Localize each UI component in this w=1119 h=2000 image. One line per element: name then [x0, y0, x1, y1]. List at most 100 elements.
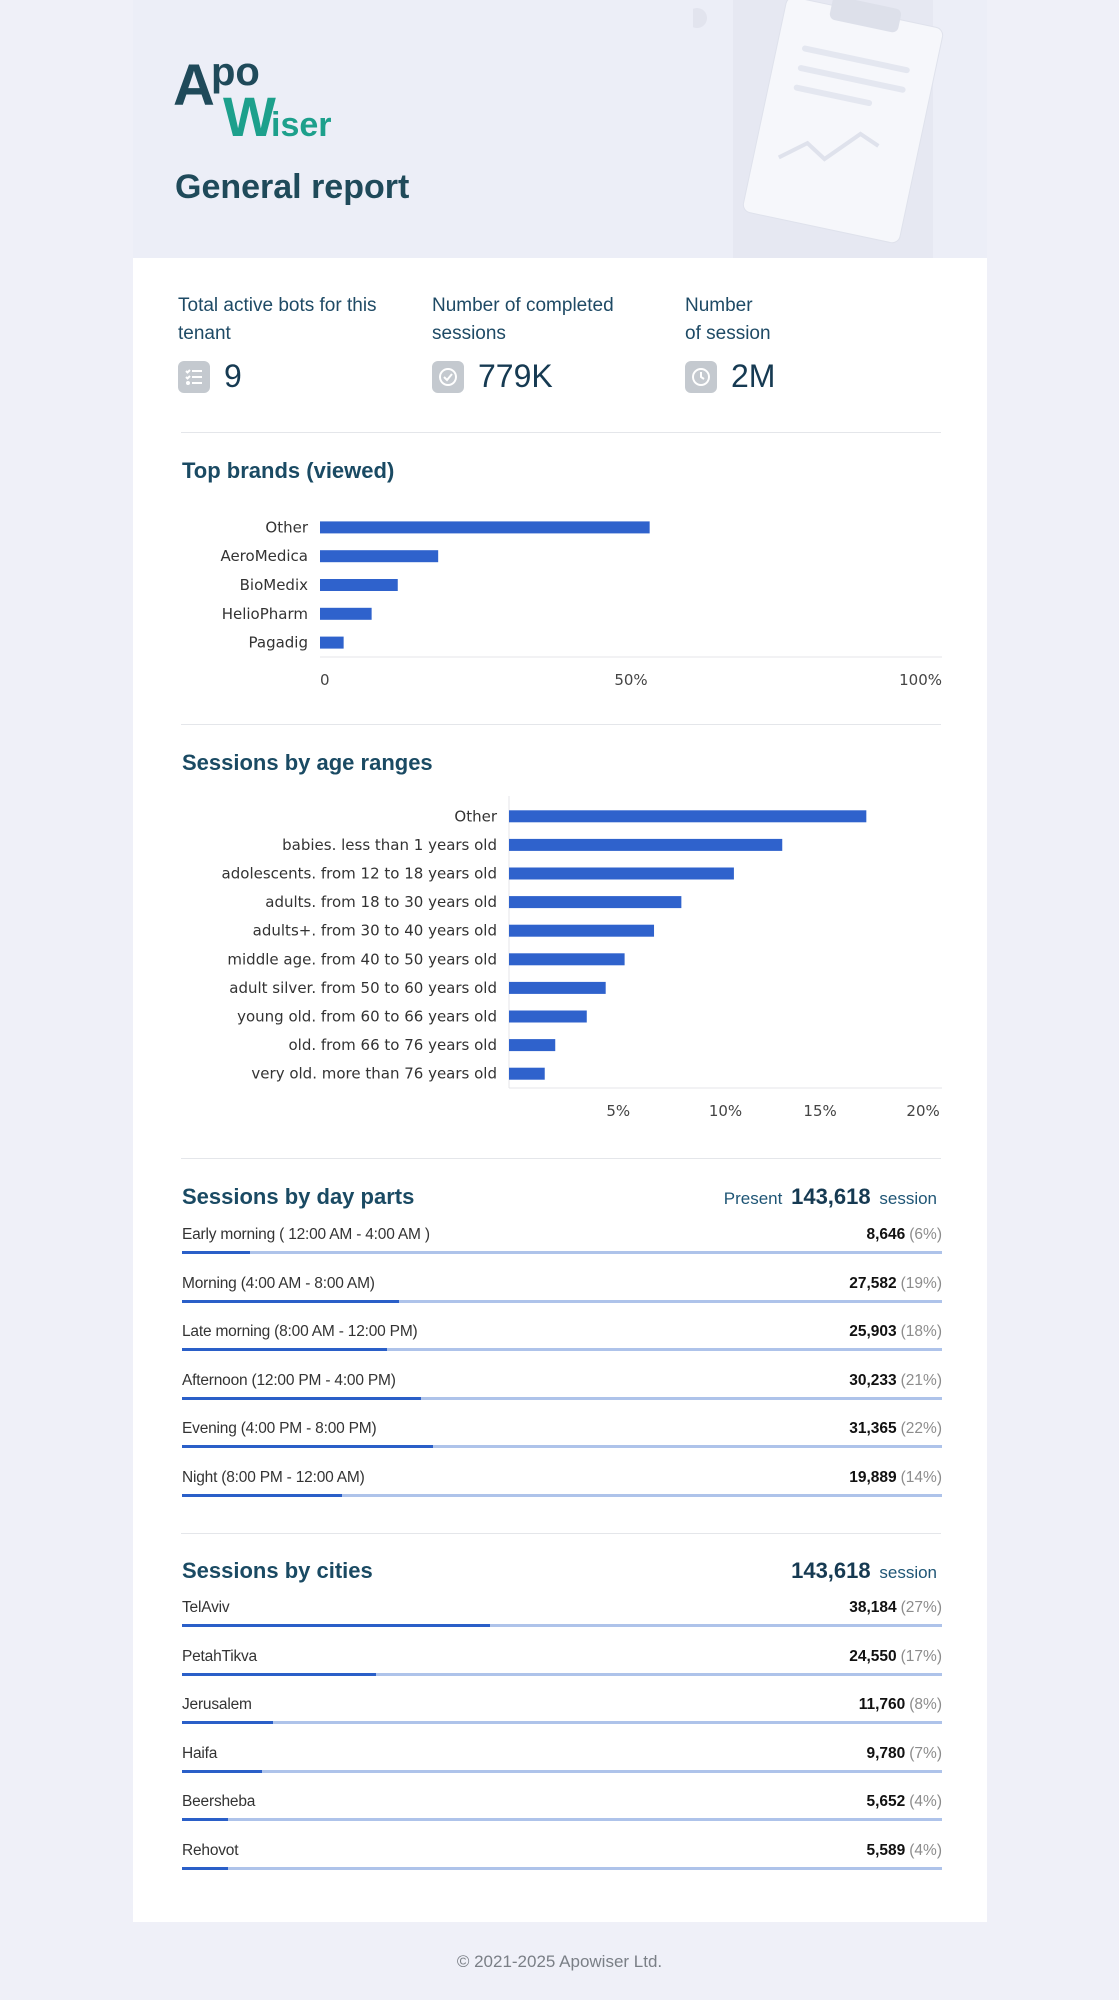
progress-fill	[182, 1299, 399, 1303]
progress-fill	[182, 1818, 228, 1821]
list-icon	[178, 360, 210, 393]
progress-track	[182, 1769, 942, 1773]
report-card: Total active bots for this tenant 9 Numb…	[133, 258, 987, 1922]
progress-track	[182, 1493, 942, 1497]
progress-track	[182, 1624, 942, 1627]
present-label: Present	[723, 1189, 783, 1208]
bar	[509, 810, 867, 823]
row-percent: (7%)	[909, 1744, 942, 1762]
kpi-number-of-session: Number of session 2M	[685, 292, 915, 395]
row-percent: (14%)	[900, 1468, 942, 1486]
row-percent: (8%)	[909, 1696, 942, 1713]
category-label: adult silver. from 50 to 60 years old	[229, 979, 497, 997]
bar	[509, 896, 682, 909]
tick-label: 0	[320, 671, 330, 689]
day-parts-list: Early morning ( 12:00 AM - 4:00 AM ) 8,64…	[182, 1220, 942, 1511]
row-label: Late morning (8:00 AM - 12:00 PM)	[182, 1323, 418, 1340]
row-value: 30,233 (21%)	[849, 1372, 942, 1390]
divider	[181, 724, 941, 725]
category-label: old. from 66 to 76 years old	[288, 1036, 497, 1054]
row-count: 25,903	[849, 1323, 897, 1340]
bar	[509, 1010, 587, 1023]
row-percent: (6%)	[909, 1226, 942, 1243]
list-item: Night (8:00 PM - 12:00 AM) 19,889 (14%)	[182, 1463, 942, 1512]
category-label: adults+. from 30 to 40 years old	[253, 922, 497, 940]
row-percent: (21%)	[900, 1371, 942, 1389]
progress-track	[182, 1299, 942, 1303]
progress-track	[182, 1721, 942, 1724]
kpi-active-bots: Total active bots for this tenant 9	[178, 292, 408, 395]
kpi-label-line: Number of completed	[432, 295, 614, 316]
progress-fill	[182, 1445, 433, 1448]
divider	[181, 432, 941, 433]
bar	[509, 867, 734, 880]
row-label: Morning (4:00 AM - 8:00 AM)	[182, 1274, 375, 1292]
bar	[509, 953, 625, 966]
category-label: adolescents. from 12 to 18 years old	[222, 865, 497, 883]
top-brands-chart: Other AeroMedica BioMedix HelioPharm Pagadig…	[173, 498, 943, 703]
row-count: 11,760	[858, 1696, 906, 1713]
row-label: Afternoon (12:00 PM - 4:00 PM)	[182, 1371, 396, 1389]
row-label: PetahTikva	[182, 1647, 257, 1665]
row-percent: (4%)	[909, 1841, 942, 1859]
age-ranges-chart: Other babies. less than 1 years old adoles…	[173, 788, 943, 1133]
category-label: young old. from 60 to 66 years old	[237, 1008, 497, 1026]
tick-label: 15%	[803, 1102, 836, 1120]
row-label: Haifa	[182, 1744, 218, 1762]
row-percent: (17%)	[900, 1647, 942, 1665]
day-parts-present: Present 143,618 session	[724, 1184, 937, 1210]
list-item: Jerusalem 11,760 (8%)	[182, 1690, 942, 1739]
row-label: TelAviv	[182, 1599, 230, 1616]
progress-track	[182, 1672, 942, 1676]
progress-fill	[182, 1721, 274, 1724]
kpi-value: 2M	[731, 358, 776, 394]
top-brands-title: Top brands (viewed)	[182, 458, 395, 483]
category-label: Pagadig	[249, 634, 309, 652]
age-ranges-title: Sessions by age ranges	[182, 750, 433, 775]
progress-fill	[182, 1251, 251, 1254]
progress-fill	[182, 1493, 342, 1497]
row-percent: (19%)	[900, 1274, 942, 1292]
row-count: 38,184	[849, 1599, 897, 1616]
bar	[320, 550, 439, 563]
row-label: Beersheba	[182, 1793, 256, 1810]
category-label: Other	[265, 518, 308, 536]
row-count: 24,550	[849, 1647, 897, 1665]
row-value: 5,652 (4%)	[866, 1793, 942, 1811]
list-item: Evening (4:00 PM - 8:00 PM) 31,365 (22%)	[182, 1414, 942, 1463]
kpi-row: Total active bots for this tenant 9 Numb…	[178, 292, 942, 395]
progress-fill	[182, 1624, 490, 1627]
list-item: Afternoon (12:00 PM - 4:00 PM) 30,233 (21%…	[182, 1366, 942, 1415]
tick-label: 10%	[709, 1102, 742, 1120]
list-item: Early morning ( 12:00 AM - 4:00 AM ) 8,64…	[182, 1220, 942, 1269]
page-title: General report	[175, 168, 410, 206]
row-value: 27,582 (19%)	[849, 1275, 942, 1293]
category-label: Other	[454, 807, 497, 825]
day-parts-title: Sessions by day parts	[182, 1184, 415, 1209]
category-label: HelioPharm	[222, 605, 308, 623]
category-label: very old. more than 76 years old	[251, 1065, 497, 1083]
cities-total: 143,618 session	[787, 1558, 937, 1584]
kpi-completed-sessions: Number of completed sessions 779K	[432, 292, 662, 395]
cities-list: TelAviv 38,184 (27%) PetahTikva 24,550 (17%) J…	[182, 1593, 942, 1884]
row-percent: (27%)	[900, 1599, 942, 1616]
kpi-label: Total active bots for this tenant	[178, 292, 408, 348]
list-item: Beersheba 5,652 (4%)	[182, 1787, 942, 1836]
progress-track	[182, 1445, 942, 1448]
kpi-label-line: Number	[685, 295, 753, 316]
row-label: Rehovot	[182, 1841, 239, 1859]
row-value: 19,889 (14%)	[849, 1469, 942, 1487]
progress-track	[182, 1396, 942, 1400]
tick-label: 20%	[906, 1102, 939, 1120]
list-item: Morning (4:00 AM - 8:00 AM) 27,582 (19%)	[182, 1269, 942, 1318]
progress-track	[182, 1348, 942, 1351]
progress-track	[182, 1818, 942, 1821]
tick-label: 50%	[614, 671, 647, 689]
bar	[320, 521, 650, 534]
tick-label: 5%	[606, 1102, 630, 1120]
list-item: Haifa 9,780 (7%)	[182, 1739, 942, 1788]
bar	[509, 1039, 556, 1052]
category-label: BioMedix	[240, 576, 308, 594]
list-item: TelAviv 38,184 (27%)	[182, 1593, 942, 1642]
